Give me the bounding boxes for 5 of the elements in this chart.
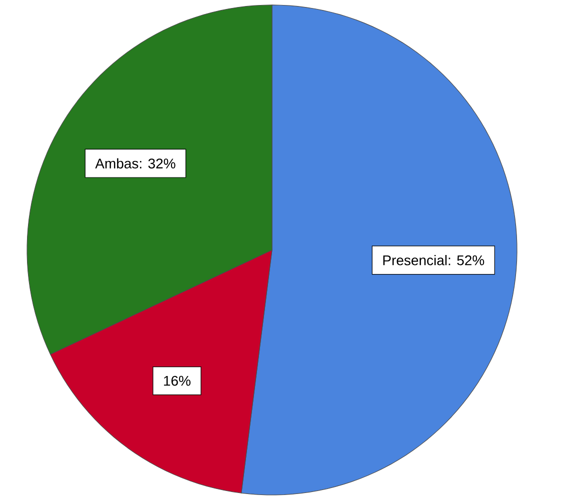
slice-label: Ambas — [95, 158, 138, 168]
data-label: 16% — [164, 376, 190, 386]
data-label: : 32% — [140, 158, 176, 168]
data-label: : 52% — [448, 255, 484, 266]
slice-label: Presencial — [383, 254, 447, 266]
